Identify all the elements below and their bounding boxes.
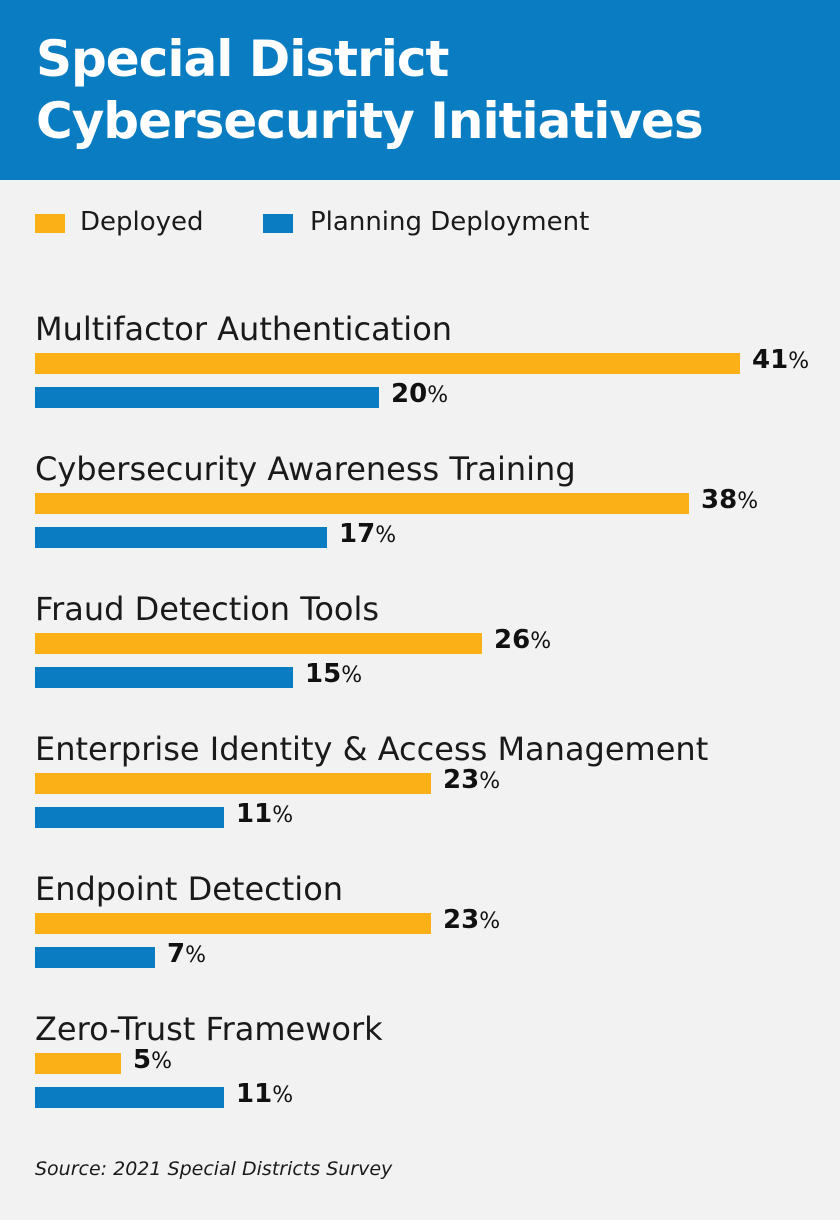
bar-deployed-cybersecurity-awareness-training <box>35 493 689 514</box>
value-label-planning-endpoint-detection: 7% <box>167 939 206 969</box>
title-line-1: Special District <box>36 30 449 88</box>
value-label-planning-fraud-detection-tools: 15% <box>305 659 363 689</box>
bar-deployed-endpoint-detection <box>35 913 431 934</box>
source-note: Source: 2021 Special Districts Survey <box>35 1158 393 1180</box>
value-label-planning-cybersecurity-awareness-training: 17% <box>339 519 397 549</box>
category-label-multifactor-authentication: Multifactor Authentication <box>35 310 453 348</box>
legend-swatch-deployed <box>35 214 65 233</box>
category-label-enterprise-identity-and-access-management: Enterprise Identity & Access Management <box>35 730 709 768</box>
category-label-fraud-detection-tools: Fraud Detection Tools <box>35 590 380 628</box>
value-label-planning-multifactor-authentication: 20% <box>391 379 449 409</box>
bar-planning-zero-trust-framework <box>35 1087 224 1108</box>
legend-swatch-planning <box>263 214 293 233</box>
bar-deployed-multifactor-authentication <box>35 353 740 374</box>
bar-planning-multifactor-authentication <box>35 387 379 408</box>
value-label-planning-zero-trust-framework: 11% <box>236 1079 294 1109</box>
title-line-2: Cybersecurity Initiatives <box>36 92 704 150</box>
value-label-deployed-cybersecurity-awareness-training: 38% <box>701 485 759 515</box>
value-label-planning-enterprise-identity-and-access-management: 11% <box>236 799 294 829</box>
bar-deployed-fraud-detection-tools <box>35 633 482 654</box>
bar-planning-enterprise-identity-and-access-management <box>35 807 224 828</box>
bar-deployed-enterprise-identity-and-access-management <box>35 773 431 794</box>
legend-label-planning: Planning Deployment <box>310 207 590 237</box>
category-label-endpoint-detection: Endpoint Detection <box>35 870 344 908</box>
value-label-deployed-zero-trust-framework: 5% <box>133 1045 172 1075</box>
bar-planning-cybersecurity-awareness-training <box>35 527 327 548</box>
bar-deployed-zero-trust-framework <box>35 1053 121 1074</box>
title-banner: Special District Cybersecurity Initiativ… <box>0 0 840 180</box>
bar-planning-fraud-detection-tools <box>35 667 293 688</box>
category-label-cybersecurity-awareness-training: Cybersecurity Awareness Training <box>35 450 576 488</box>
value-label-deployed-endpoint-detection: 23% <box>443 905 501 935</box>
bar-planning-endpoint-detection <box>35 947 155 968</box>
category-label-zero-trust-framework: Zero-Trust Framework <box>35 1010 383 1048</box>
legend-label-deployed: Deployed <box>80 207 204 237</box>
value-label-deployed-fraud-detection-tools: 26% <box>494 625 552 655</box>
value-label-deployed-enterprise-identity-and-access-management: 23% <box>443 765 501 795</box>
value-label-deployed-multifactor-authentication: 41% <box>752 345 810 375</box>
